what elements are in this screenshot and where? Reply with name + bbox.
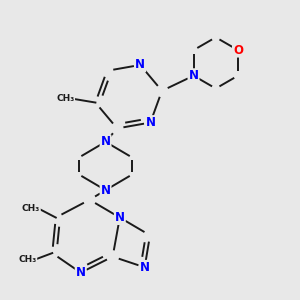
Text: N: N [100, 135, 111, 148]
Text: N: N [135, 58, 145, 71]
Text: N: N [189, 69, 199, 82]
Text: N: N [76, 266, 86, 279]
Text: CH₃: CH₃ [22, 204, 40, 213]
Text: CH₃: CH₃ [56, 94, 74, 103]
Text: N: N [140, 261, 150, 274]
Text: N: N [100, 184, 111, 197]
Text: N: N [115, 211, 125, 224]
Text: CH₃: CH₃ [18, 255, 37, 264]
Text: N: N [146, 116, 155, 129]
Text: O: O [233, 44, 243, 57]
